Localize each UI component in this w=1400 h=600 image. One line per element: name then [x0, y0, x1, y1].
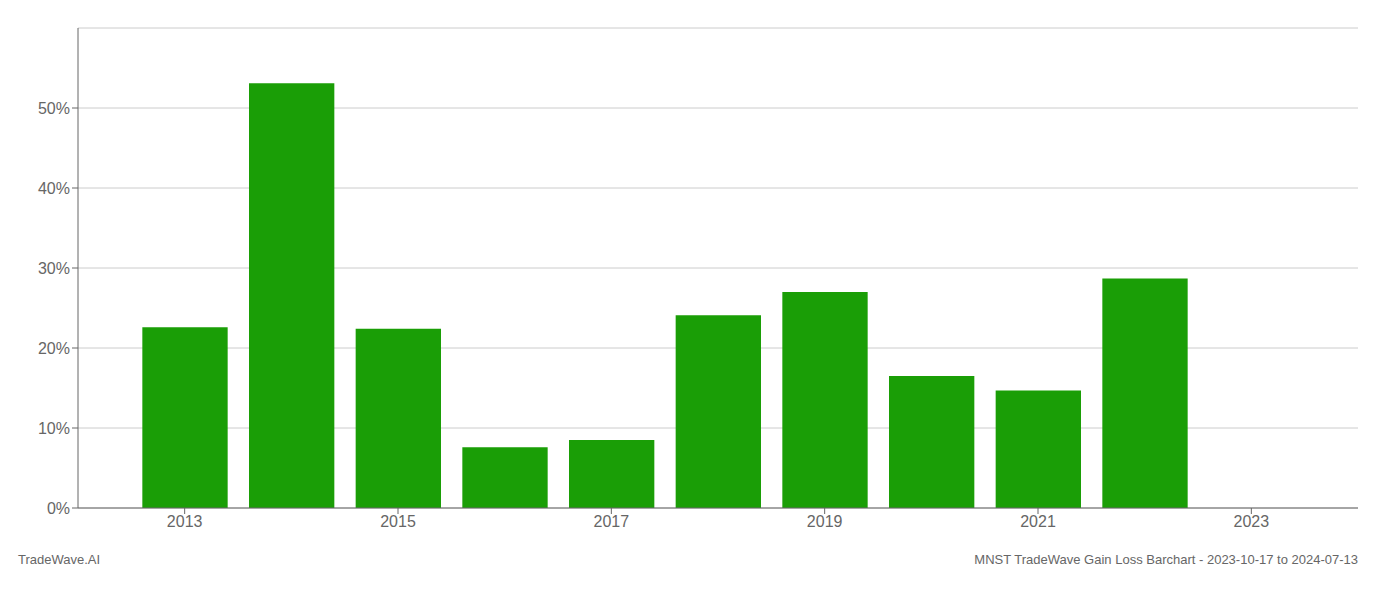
- svg-text:2017: 2017: [594, 513, 630, 530]
- svg-text:2015: 2015: [380, 513, 416, 530]
- svg-text:2021: 2021: [1020, 513, 1056, 530]
- html-text:MNST TradeWave Gain Loss Barch: MNST TradeWave Gain Loss Barchart - 2023…: [974, 552, 1358, 567]
- svg-text:50%: 50%: [38, 100, 70, 117]
- svg-text:2023: 2023: [1234, 513, 1270, 530]
- svg-text:20%: 20%: [38, 340, 70, 357]
- svg-text:2013: 2013: [167, 513, 203, 530]
- svg-text:2019: 2019: [807, 513, 843, 530]
- svg-text:0%: 0%: [47, 500, 70, 517]
- html-text:TradeWave.AI: TradeWave.AI: [18, 552, 101, 567]
- svg-text:30%: 30%: [38, 260, 70, 277]
- svg-text:40%: 40%: [38, 180, 70, 197]
- svg-text:10%: 10%: [38, 420, 70, 437]
